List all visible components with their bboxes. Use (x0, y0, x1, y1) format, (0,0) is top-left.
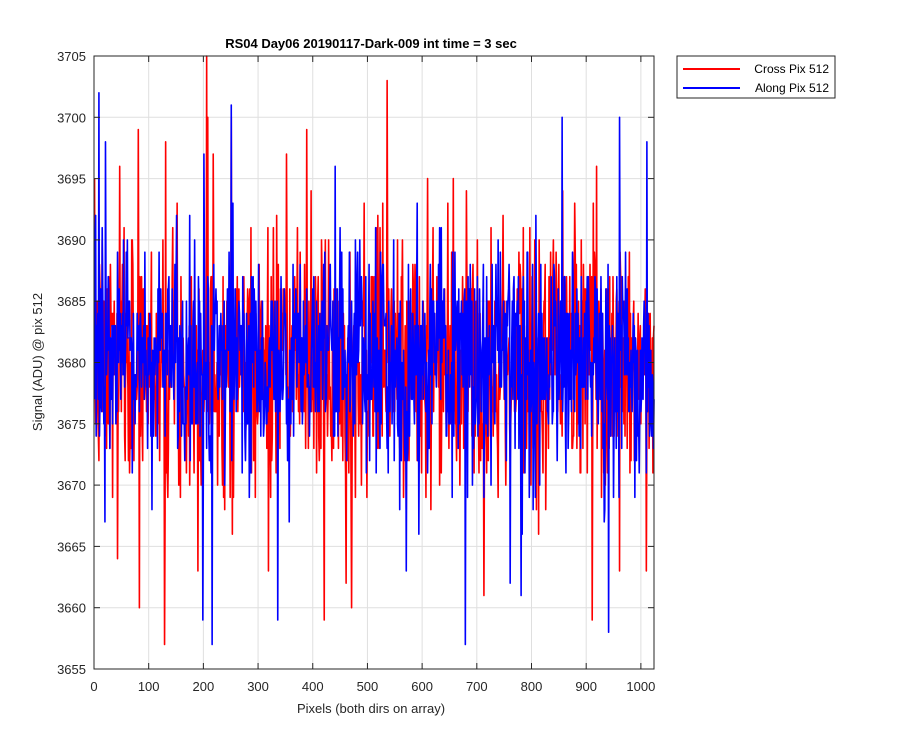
x-tick-label: 200 (193, 679, 215, 694)
series-line-along-pix-512 (93, 91, 655, 646)
y-tick-label: 3675 (57, 417, 86, 432)
y-tick-label: 3665 (57, 539, 86, 554)
y-tick-label: 3705 (57, 49, 86, 64)
x-tick-label: 1000 (626, 679, 655, 694)
x-tick-label: 0 (90, 679, 97, 694)
legend-label-along: Along Pix 512 (755, 81, 829, 95)
x-tick-label: 800 (521, 679, 543, 694)
y-tick-label: 3655 (57, 662, 86, 677)
series-layer (93, 55, 655, 646)
x-tick-label: 400 (302, 679, 324, 694)
y-tick-label: 3680 (57, 356, 86, 371)
y-tick-label: 3700 (57, 110, 86, 125)
y-tick-label: 3695 (57, 172, 86, 187)
chart-title: RS04 Day06 20190117-Dark-009 int time = … (225, 36, 517, 51)
y-tick-label: 3660 (57, 601, 86, 616)
y-tick-label: 3690 (57, 233, 86, 248)
x-tick-label: 300 (247, 679, 269, 694)
x-tick-label: 100 (138, 679, 160, 694)
legend-box (676, 55, 836, 99)
legend: Cross Pix 512 Along Pix 512 (676, 55, 836, 99)
x-tick-label: 900 (575, 679, 597, 694)
legend-label-cross: Cross Pix 512 (754, 62, 829, 76)
y-tick-label: 3685 (57, 294, 86, 309)
x-axis-label: Pixels (both dirs on array) (297, 701, 445, 716)
y-axis-label: Signal (ADU) @ pix 512 (30, 293, 45, 431)
x-tick-label: 500 (357, 679, 379, 694)
x-tick-label: 700 (466, 679, 488, 694)
x-tick-label: 600 (411, 679, 433, 694)
axis-ticks: 0 100 200 300 400 500 600 700 800 900 1000 3655 3660… (57, 49, 655, 694)
y-tick-label: 3670 (57, 478, 86, 493)
